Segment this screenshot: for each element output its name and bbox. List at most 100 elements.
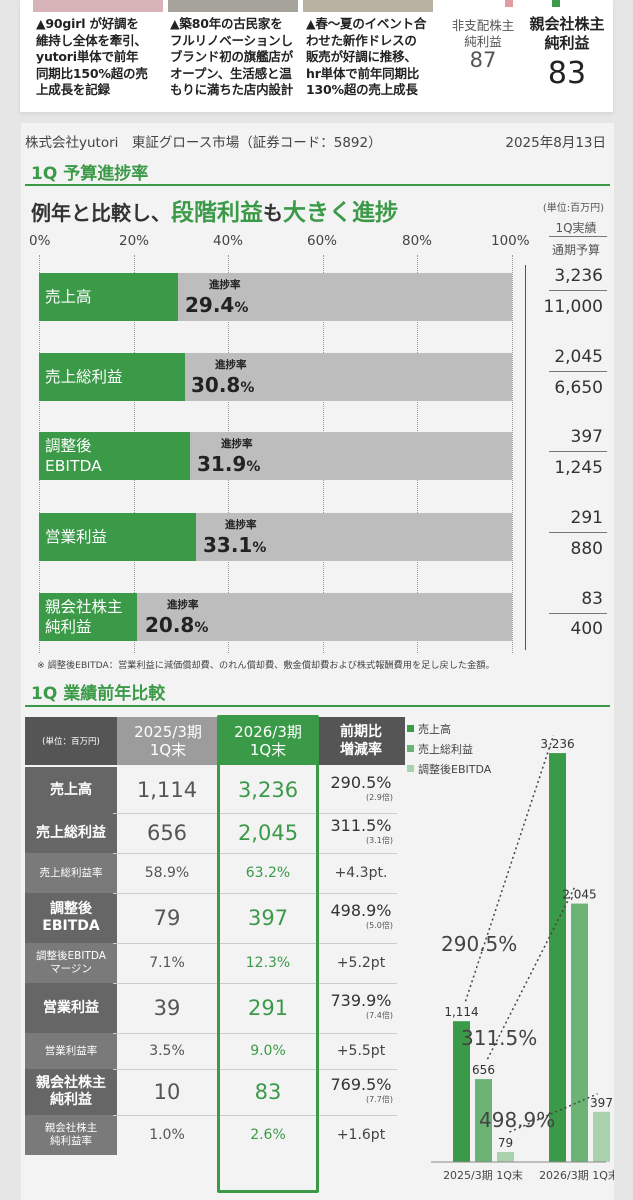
bar-value-label: 397 xyxy=(590,1096,613,1110)
bar-value-label: 2,045 xyxy=(562,888,596,902)
actual-value: 397 xyxy=(570,427,603,447)
row-label: 売上総利益率 xyxy=(25,853,117,893)
bar-label: 親会社株主 純利益 xyxy=(45,598,123,636)
legend-label: 調整後EBITDA xyxy=(418,762,492,776)
prev-value: 58.9% xyxy=(144,865,190,881)
legend-swatch xyxy=(407,745,414,752)
prev-value: 7.1% xyxy=(149,955,185,971)
actual-value: 83 xyxy=(581,589,603,609)
row-label: 売上総利益 xyxy=(25,813,117,853)
value-divider xyxy=(549,613,607,614)
change-rate: +4.3pt. xyxy=(334,865,388,881)
news-item-3: ▲春〜夏のイベント合 わせた新作ドレスの 販売が好調に推移、 hr単体で前年同期比 13… xyxy=(306,16,427,97)
budget-value: 880 xyxy=(570,539,603,559)
prev-value: 1.0% xyxy=(149,1127,185,1143)
noncontrolling-value: 87 xyxy=(469,48,497,72)
value-divider xyxy=(549,290,607,291)
change-rate: 311.5% (3.1倍) xyxy=(330,816,393,846)
actual-value: 2,045 xyxy=(554,347,603,367)
budget-value: 11,000 xyxy=(543,297,603,317)
rate-value: 31.9% xyxy=(197,452,261,476)
current-value: 12.3% xyxy=(245,955,291,971)
section-title-yoy: 1Q 業績前年比較 xyxy=(31,684,166,704)
row-divider xyxy=(113,1069,397,1070)
row-divider xyxy=(113,943,397,944)
prev-value: 1,114 xyxy=(136,778,198,802)
growth-annotation: 290.5% xyxy=(441,932,517,956)
column-header-prev: 2025/3期 1Q末 xyxy=(117,717,219,765)
actual-value: 291 xyxy=(570,508,603,528)
chart-bar xyxy=(571,903,588,1162)
budget-value: 1,245 xyxy=(554,458,603,478)
row-label: 親会社株主 純利益率 xyxy=(25,1115,117,1155)
parent-label: 親会社株主 純利益 xyxy=(529,15,605,52)
bar-value-label: 656 xyxy=(472,1063,495,1077)
footnote: ※ 調整後EBITDA：営業利益に減価償却費、のれん償却費、敷金償却費および株式… xyxy=(37,660,495,671)
photo-thumbnail xyxy=(33,0,163,12)
progress-subtitle: 例年と比較し、段階利益も大きく進捗 xyxy=(31,200,398,226)
rate-value: 20.8% xyxy=(145,613,209,637)
change-rate: +5.2pt xyxy=(336,955,386,971)
value-divider xyxy=(549,371,607,372)
current-value: 9.0% xyxy=(250,1043,286,1059)
photo-thumbnail xyxy=(168,0,298,12)
axis-tick: 100% xyxy=(491,233,530,249)
chart-bar-mini xyxy=(505,0,513,7)
current-value: 2,045 xyxy=(237,821,299,845)
section-divider xyxy=(25,705,610,707)
legend-label: 売上総利益 xyxy=(418,742,473,756)
bar-label: 売上高 xyxy=(45,288,92,306)
row-divider xyxy=(113,813,397,814)
progress-bar-gross-profit: 売上総利益 進捗率 30.8% xyxy=(39,353,512,401)
current-value: 291 xyxy=(247,996,289,1020)
chart-bar xyxy=(497,1152,514,1162)
unit-label: (単位:百万円) xyxy=(542,203,604,214)
row-divider xyxy=(113,1115,397,1116)
prev-value: 79 xyxy=(153,906,181,930)
value-divider xyxy=(549,532,607,533)
progress-fill xyxy=(39,353,185,401)
bar-label: 売上総利益 xyxy=(45,368,123,386)
budget-value: 6,650 xyxy=(554,378,603,398)
axis-tick: 20% xyxy=(119,233,150,249)
current-value: 2.6% xyxy=(250,1127,286,1143)
bar-value-label: 3,236 xyxy=(540,737,574,751)
prev-value: 3.5% xyxy=(149,1043,185,1059)
row-divider xyxy=(113,1033,397,1034)
axis-tick: 40% xyxy=(213,233,244,249)
budget-value: 400 xyxy=(570,619,603,639)
rate-value: 33.1% xyxy=(203,533,267,557)
company-header: 株式会社yutori 東証グロース市場（証券コード：5892） xyxy=(25,135,382,151)
change-rate: 290.5% (2.9倍) xyxy=(330,773,393,803)
category-label: 2025/3期 1Q末 xyxy=(443,1168,523,1182)
bar-value-label: 79 xyxy=(498,1136,513,1150)
rate-label: 進捗率 xyxy=(225,519,257,531)
bar-label: 調整後 EBITDA xyxy=(45,437,102,475)
legend-label: 売上高 xyxy=(418,722,451,736)
label-divider xyxy=(549,236,607,237)
progress-fill xyxy=(39,513,196,561)
current-value: 3,236 xyxy=(237,778,299,802)
rate-label: 進捗率 xyxy=(167,599,199,611)
row-divider xyxy=(113,983,397,984)
progress-bar-operating-profit: 営業利益 進捗率 33.1% xyxy=(39,513,512,561)
legend-swatch xyxy=(407,765,414,772)
value-divider xyxy=(549,451,607,452)
row-divider xyxy=(113,853,397,854)
news-item-1: ▲90girl が好調を 維持し全体を牽引、 yutori単体で前年 同期比150%超… xyxy=(36,16,148,97)
table-unit-header: (単位：百万円) xyxy=(25,717,117,765)
progress-bar-net-income: 親会社株主 純利益 進捗率 20.8% xyxy=(39,593,512,641)
rate-label: 進捗率 xyxy=(215,359,247,371)
prev-value: 39 xyxy=(153,996,181,1020)
parent-value: 83 xyxy=(547,56,587,91)
row-label: 営業利益率 xyxy=(25,1033,117,1069)
row-label: 調整後 EBITDA xyxy=(25,893,117,943)
growth-annotation: 498.9% xyxy=(479,1108,555,1132)
section-title-progress: 1Q 予算進捗率 xyxy=(31,164,149,184)
rate-value: 30.8% xyxy=(191,373,255,397)
change-rate: 739.9% (7.4倍) xyxy=(330,991,393,1021)
photo-thumbnail xyxy=(303,0,433,12)
slide-panel: 株式会社yutori 東証グロース市場（証券コード：5892） 2025年8月1… xyxy=(21,123,614,1200)
progress-fill xyxy=(39,273,179,321)
